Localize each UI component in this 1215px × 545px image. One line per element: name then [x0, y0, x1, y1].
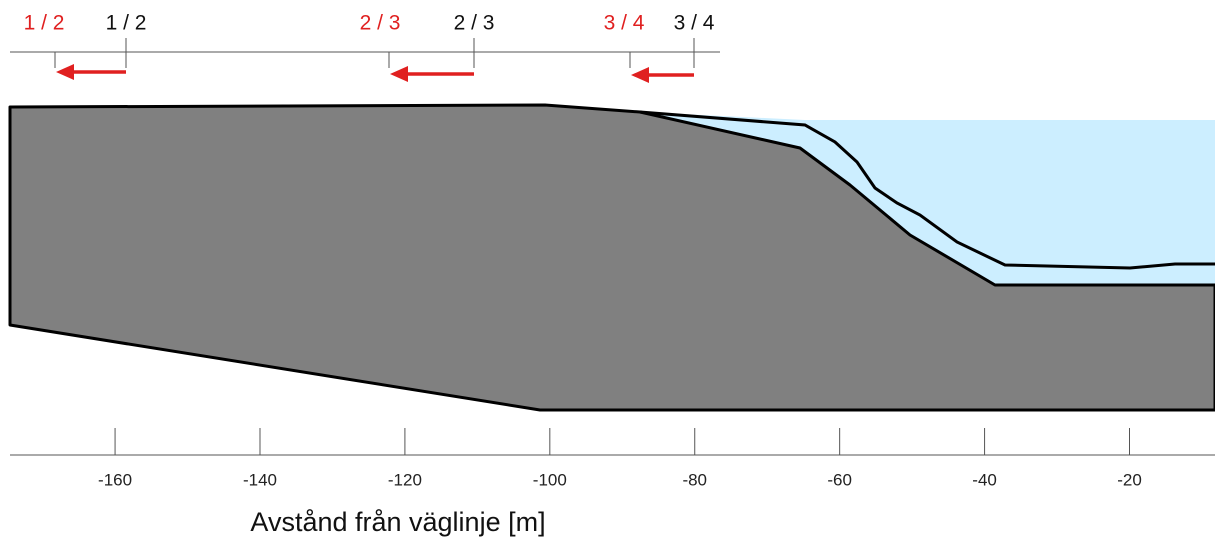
x-tick-label: -120	[388, 470, 422, 489]
marker-label-black: 1 / 2	[106, 12, 147, 35]
water-surface-line	[639, 110, 1215, 270]
x-tick-label: -140	[243, 470, 277, 489]
marker-label-red: 2 / 3	[360, 12, 401, 35]
x-tick-label: -160	[98, 470, 132, 489]
x-tick-label: -60	[827, 470, 852, 489]
x-tick-label: -80	[682, 470, 707, 489]
marker-label-black: 2 / 3	[454, 12, 495, 35]
x-tick-label: -100	[533, 470, 567, 489]
marker-label-red: 1 / 2	[24, 12, 65, 35]
arrows	[56, 64, 694, 83]
ground	[8, 103, 1215, 412]
marker-label-black: 3 / 4	[674, 12, 715, 35]
x-tick-label: -20	[1117, 470, 1142, 489]
marker-ticks	[54, 38, 695, 68]
water	[640, 112, 1215, 285]
marker-label-red: 3 / 4	[604, 12, 645, 35]
x-tick-label: -40	[972, 470, 997, 489]
x-axis-label: Avstånd från väglinje [m]	[250, 507, 545, 537]
